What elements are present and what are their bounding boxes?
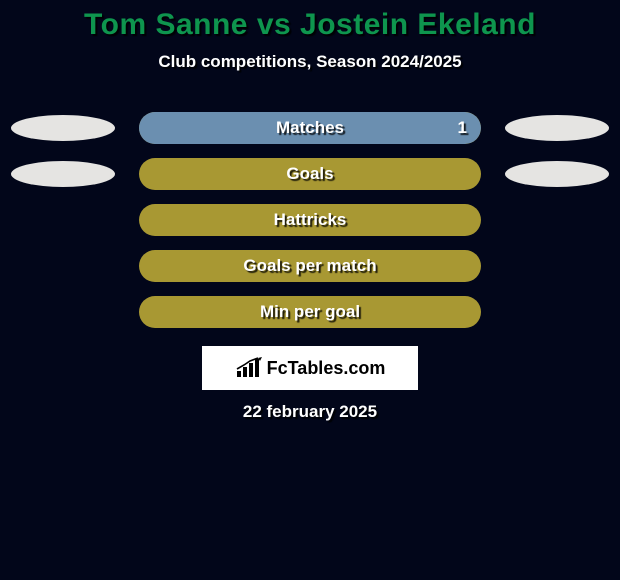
page-title: Tom Sanne vs Jostein Ekeland (0, 8, 620, 42)
stat-bar: Min per goal (139, 296, 481, 328)
logo-text: FcTables.com (267, 358, 386, 379)
bar-chart-icon (235, 357, 263, 379)
stat-row: Min per goal (0, 296, 620, 328)
stat-bar: Goals per match (139, 250, 481, 282)
subtitle: Club competitions, Season 2024/2025 (0, 52, 620, 72)
stat-label: Goals per match (139, 250, 481, 282)
stat-label: Hattricks (139, 204, 481, 236)
date-text: 22 february 2025 (0, 402, 620, 422)
stat-bar: Goals (139, 158, 481, 190)
bar-fill-right (139, 112, 481, 144)
left-oval (11, 161, 115, 187)
stat-bar: Hattricks (139, 204, 481, 236)
comparison-infographic: Tom Sanne vs Jostein Ekeland Club compet… (0, 0, 620, 422)
stat-label: Goals (139, 158, 481, 190)
stat-row: Goals per match (0, 250, 620, 282)
right-oval (505, 161, 609, 187)
right-oval (505, 115, 609, 141)
stat-bar: Matches1 (139, 112, 481, 144)
source-logo: FcTables.com (202, 346, 418, 390)
stat-rows: Matches1 Goals Hattricks Goals per match Min… (0, 112, 620, 328)
stat-row: Matches1 (0, 112, 620, 144)
stat-label: Min per goal (139, 296, 481, 328)
stat-row: Hattricks (0, 204, 620, 236)
left-oval (11, 115, 115, 141)
stat-row: Goals (0, 158, 620, 190)
